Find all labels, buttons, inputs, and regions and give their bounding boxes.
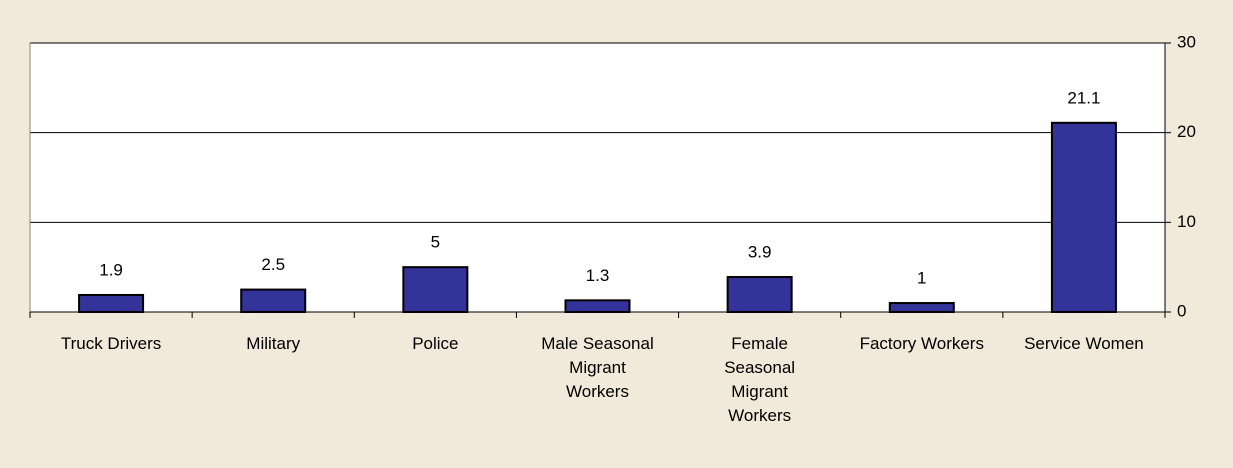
data-label: 1.9: [99, 260, 123, 279]
x-tick-label: Military: [246, 334, 301, 353]
y-tick-label: 0: [1177, 301, 1186, 320]
x-tick-label: Factory Workers: [859, 334, 984, 353]
x-tick-label: Police: [412, 334, 459, 353]
bar: [1050, 121, 1117, 314]
bar: [564, 299, 631, 313]
bar: [78, 293, 145, 314]
y-tick-label: 30: [1177, 32, 1196, 51]
x-tick-label: Service Women: [1024, 334, 1144, 353]
bar: [726, 276, 793, 313]
x-tick-label: Male Seasonal Migrant Workers: [541, 334, 654, 401]
x-tick-label: Truck Drivers: [60, 334, 162, 353]
y-tick-label: 20: [1177, 122, 1196, 141]
data-label: 5: [431, 233, 440, 252]
x-tick-label: Female Seasonal Migrant Workers: [724, 334, 796, 425]
bar: [402, 266, 469, 313]
bar: [240, 288, 307, 314]
data-label: 21.1: [1067, 88, 1100, 107]
data-label: 1: [917, 269, 926, 288]
y-tick-label: 10: [1177, 212, 1196, 231]
plot-area: [30, 43, 1165, 312]
data-label: 2.5: [261, 255, 285, 274]
bar: [888, 302, 955, 313]
data-label: 3.9: [748, 243, 772, 262]
data-label: 1.3: [586, 266, 610, 285]
